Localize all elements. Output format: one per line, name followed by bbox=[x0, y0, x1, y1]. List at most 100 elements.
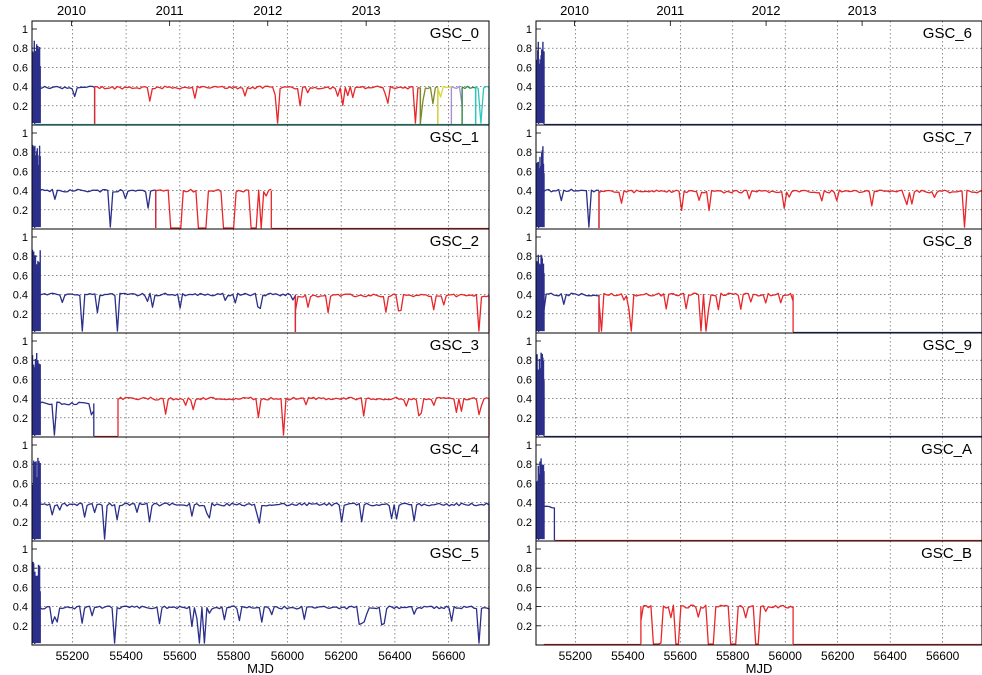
series-line-blue bbox=[537, 397, 545, 436]
panel-label: GSC_4 bbox=[430, 441, 479, 458]
panel-gsc-0: 0.2 0.4 0.6 0.8 1 GSC_0 bbox=[13, 20, 490, 126]
y-tick-label: 0.2 bbox=[13, 309, 28, 321]
y-tick-label: 0.4 bbox=[517, 394, 532, 406]
y-tick-label: 0.4 bbox=[13, 602, 28, 614]
data-spike-initial bbox=[31, 457, 41, 540]
panel-gsc-a: 0.2 0.4 0.6 0.8 1 GSC_A bbox=[517, 436, 982, 542]
series-line-olive bbox=[419, 85, 439, 124]
y-tick-label: 1 bbox=[526, 440, 532, 452]
series-line-red bbox=[598, 292, 794, 332]
x-tick-label: 56200 bbox=[324, 649, 358, 663]
y-tick-label: 1 bbox=[22, 336, 28, 348]
series-line-blue bbox=[34, 292, 297, 332]
y-tick-label: 0.4 bbox=[517, 498, 532, 510]
y-tick-label: 1 bbox=[22, 24, 28, 36]
series-line-blue bbox=[34, 188, 157, 228]
y-tick-label: 0.8 bbox=[13, 459, 28, 471]
y-tick-label: 0.2 bbox=[13, 101, 28, 113]
x-tick-label: 56000 bbox=[769, 649, 803, 663]
y-tick-label: 0.2 bbox=[517, 413, 532, 425]
y-tick-label: 0.4 bbox=[517, 186, 532, 198]
panel-label: GSC_2 bbox=[430, 233, 479, 250]
series-line-red bbox=[640, 604, 794, 645]
series-line-blue bbox=[537, 292, 600, 332]
x-tick-label: 55200 bbox=[559, 649, 593, 663]
y-tick-label: 1 bbox=[22, 128, 28, 140]
series-line-green bbox=[461, 85, 477, 124]
panel-frame bbox=[535, 332, 982, 438]
x-tick-label: 56400 bbox=[873, 649, 907, 663]
series-line-blue bbox=[537, 188, 600, 228]
x-axis-label: MJD bbox=[746, 661, 773, 675]
panel-gsc-1: 0.2 0.4 0.6 0.8 1 GSC_1 bbox=[13, 124, 490, 230]
y-tick-label: 0.6 bbox=[13, 62, 28, 74]
x-axis-label: MJD bbox=[247, 661, 274, 675]
panel-gsc-6: 0.2 0.4 0.6 0.8 1 GSC_6 bbox=[517, 20, 982, 126]
y-tick-label: 0.2 bbox=[517, 621, 532, 633]
y-tick-label: 1 bbox=[22, 544, 28, 556]
series-line-blue bbox=[537, 84, 545, 124]
y-tick-label: 1 bbox=[526, 544, 532, 556]
data-spike-initial bbox=[31, 353, 41, 436]
y-tick-label: 0.4 bbox=[13, 186, 28, 198]
y-tick-label: 0.6 bbox=[517, 270, 532, 282]
y-tick-label: 0.2 bbox=[13, 621, 28, 633]
y-tick-label: 0.4 bbox=[517, 290, 532, 302]
x-tick-label: 56600 bbox=[926, 649, 960, 663]
x-tick-label: 55800 bbox=[716, 649, 750, 663]
series-line-violet bbox=[450, 85, 463, 124]
panel-frame bbox=[535, 20, 982, 126]
series-line-red bbox=[155, 188, 272, 229]
series-line-red bbox=[93, 85, 422, 124]
y-tick-label: 0.4 bbox=[13, 498, 28, 510]
y-tick-label: 1 bbox=[526, 336, 532, 348]
y-tick-label: 0.4 bbox=[517, 82, 532, 94]
year-label: 2013 bbox=[848, 3, 877, 18]
panel-label: GSC_9 bbox=[923, 337, 972, 354]
y-tick-label: 0.6 bbox=[13, 582, 28, 594]
panel-label: GSC_7 bbox=[923, 129, 972, 146]
y-tick-label: 0.6 bbox=[13, 478, 28, 490]
y-tick-label: 0.8 bbox=[13, 563, 28, 575]
series-line-blue bbox=[34, 85, 96, 124]
year-label: 2010 bbox=[57, 3, 86, 18]
x-tick-label: 56400 bbox=[378, 649, 412, 663]
panel-frame bbox=[31, 332, 490, 438]
year-label: 2010 bbox=[560, 3, 589, 18]
panel-frame bbox=[535, 436, 982, 542]
panel-frame bbox=[535, 124, 982, 230]
series-line-blue bbox=[34, 401, 95, 436]
y-tick-label: 0.2 bbox=[13, 413, 28, 425]
data-spike-initial bbox=[535, 458, 545, 540]
year-label: 2012 bbox=[253, 3, 282, 18]
y-tick-label: 0.8 bbox=[517, 563, 532, 575]
y-tick-label: 1 bbox=[526, 24, 532, 36]
panel-label: GSC_8 bbox=[923, 233, 972, 250]
y-tick-label: 0.4 bbox=[517, 602, 532, 614]
series-line-red bbox=[117, 396, 490, 436]
y-tick-label: 0.6 bbox=[13, 270, 28, 282]
series-line-blue bbox=[34, 605, 490, 644]
panel-frame bbox=[31, 436, 490, 542]
panel-gsc-7: 0.2 0.4 0.6 0.8 1 GSC_7 bbox=[517, 124, 982, 230]
data-spike-initial bbox=[31, 40, 41, 124]
panel-gsc-b: 0.2 0.4 0.6 0.8 1 GSC_B bbox=[517, 540, 982, 646]
data-spike-initial bbox=[31, 561, 41, 644]
panel-label: GSC_1 bbox=[430, 129, 479, 146]
panel-gsc-4: 0.2 0.4 0.6 0.8 1 GSC_4 bbox=[13, 436, 490, 542]
x-tick-label: 55400 bbox=[109, 649, 143, 663]
y-tick-label: 0.4 bbox=[13, 290, 28, 302]
y-tick-label: 0.4 bbox=[13, 82, 28, 94]
data-spike-initial bbox=[535, 146, 545, 228]
y-tick-label: 0.6 bbox=[517, 166, 532, 178]
y-tick-label: 1 bbox=[526, 128, 532, 140]
data-spike-initial bbox=[31, 249, 41, 332]
x-tick-label: 56200 bbox=[821, 649, 855, 663]
y-tick-label: 0.6 bbox=[517, 478, 532, 490]
y-tick-label: 1 bbox=[22, 232, 28, 244]
year-label: 2013 bbox=[352, 3, 381, 18]
panel-label: GSC_5 bbox=[430, 545, 479, 562]
y-tick-label: 1 bbox=[526, 232, 532, 244]
series-line-cyan bbox=[474, 85, 490, 124]
